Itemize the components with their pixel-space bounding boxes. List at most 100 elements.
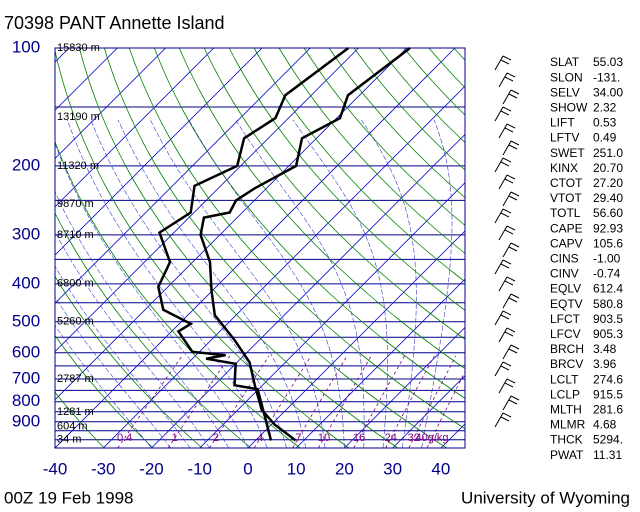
grid-line: [102, 85, 465, 448]
y-tick-label: 100: [12, 37, 40, 56]
barb-staff: [498, 378, 508, 394]
height-label: 15830 m: [57, 42, 100, 54]
barb-flag: [510, 89, 520, 95]
barb-flag: [504, 280, 514, 286]
mixing-ratio-line: [209, 355, 270, 448]
barb-flag: [510, 293, 520, 299]
index-name: CINV: [550, 267, 579, 281]
index-name: SHOW: [550, 100, 588, 114]
y-tick-label: 400: [12, 273, 40, 292]
moist-adiabat: [150, 119, 326, 448]
moist-adiabat: [67, 119, 268, 448]
isotherm: [55, 48, 118, 111]
moist-adiabat: [55, 142, 249, 448]
barb-flag: [502, 412, 512, 418]
index-name: EQTV: [550, 297, 583, 311]
dry-adiabat: [55, 275, 203, 448]
barb-flag: [500, 59, 510, 65]
barb-flag: [502, 361, 512, 367]
isotherm: [0, 48, 21, 448]
dry-adiabat: [55, 48, 350, 448]
moist-adiabat: [55, 265, 191, 448]
barb-staff: [494, 310, 504, 326]
barb-flag: [508, 93, 518, 99]
barb-flag: [502, 310, 512, 316]
barb-flag: [506, 174, 516, 180]
barb-flag: [508, 144, 518, 150]
index-value: -1.00: [593, 251, 621, 265]
barb-staff: [498, 276, 508, 292]
index-name: LFCT: [550, 312, 581, 326]
barb-staff: [498, 174, 508, 190]
mixing-ratio-label: 32: [408, 432, 420, 444]
index-name: SLAT: [550, 55, 580, 69]
index-value: 3.48: [593, 342, 617, 356]
mixing-ratio-label: 16: [353, 432, 365, 444]
dry-adiabat: [55, 391, 105, 448]
plot-background: [0, 48, 465, 448]
dry-adiabat: [328, 48, 465, 199]
y-tick-label: 300: [12, 224, 40, 243]
barb-flag: [506, 225, 516, 231]
barb-staff: [494, 208, 504, 224]
index-name: CINS: [550, 251, 579, 265]
index-value: 55.03: [593, 55, 623, 69]
height-label: 9870 m: [57, 198, 94, 210]
index-value: 274.6: [593, 372, 623, 386]
plot-frame: [54, 47, 466, 449]
mixing-ratio-label: 2: [213, 432, 219, 444]
mixing-ratio-line: [117, 355, 183, 448]
index-value: 4.68: [593, 418, 617, 432]
index-name: TOTL: [550, 206, 581, 220]
index-value: 580.8: [593, 297, 623, 311]
x-tick-label: -30: [91, 459, 116, 478]
height-label: 13190 m: [57, 111, 100, 123]
barb-flag: [506, 123, 516, 129]
isotherm: [55, 48, 311, 304]
height-label: 2787 m: [57, 373, 94, 385]
index-name: LCLT: [550, 372, 579, 386]
height-label: 604 m: [57, 420, 88, 432]
barb-staff: [494, 361, 504, 377]
dry-adiabat: [55, 140, 301, 448]
index-name: KINX: [550, 161, 578, 175]
moist-adiabat: [55, 296, 172, 448]
dry-adiabat: [79, 48, 399, 448]
dry-adiabat: [378, 48, 465, 143]
x-tick-label: 20: [335, 459, 354, 478]
isotherm: [55, 48, 263, 256]
x-tick-label: -20: [139, 459, 164, 478]
barb-flag: [500, 263, 510, 269]
index-value: 251.0: [593, 146, 623, 160]
mixing-ratio-line: [385, 355, 435, 448]
height-label: 1281 m: [57, 406, 94, 418]
y-tick-label: 600: [12, 342, 40, 361]
chart-title: 70398 PANT Annette Island: [4, 13, 225, 33]
dry-adiabat: [303, 48, 465, 226]
barb-flag: [502, 259, 512, 265]
barb-staff: [498, 225, 508, 241]
index-name: LFTV: [550, 131, 579, 145]
moist-adiabat: [292, 119, 388, 448]
x-tick-label: 30: [383, 459, 402, 478]
height-label: 5260 m: [57, 316, 94, 328]
barb-staff: [502, 344, 512, 360]
index-name: PWAT: [550, 448, 584, 462]
grid-line: [55, 48, 456, 448]
barb-staff: [494, 412, 504, 428]
height-label: 6800 m: [57, 278, 94, 290]
index-name: VTOT: [550, 191, 582, 205]
sounding-trace: [199, 47, 411, 442]
index-value: 0.53: [593, 116, 617, 130]
index-value: 29.40: [593, 191, 623, 205]
barb-staff: [502, 140, 512, 156]
barb-flag: [500, 110, 510, 116]
barb-flag: [510, 191, 520, 197]
mixing-ratio-label: 24: [385, 432, 397, 444]
y-tick-label: 800: [12, 391, 40, 410]
isotherm: [55, 48, 166, 160]
dry-adiabat: [253, 48, 465, 283]
dry-adiabat: [153, 48, 465, 399]
moist-adiabat: [188, 119, 345, 448]
dry-adiabat: [104, 48, 447, 448]
